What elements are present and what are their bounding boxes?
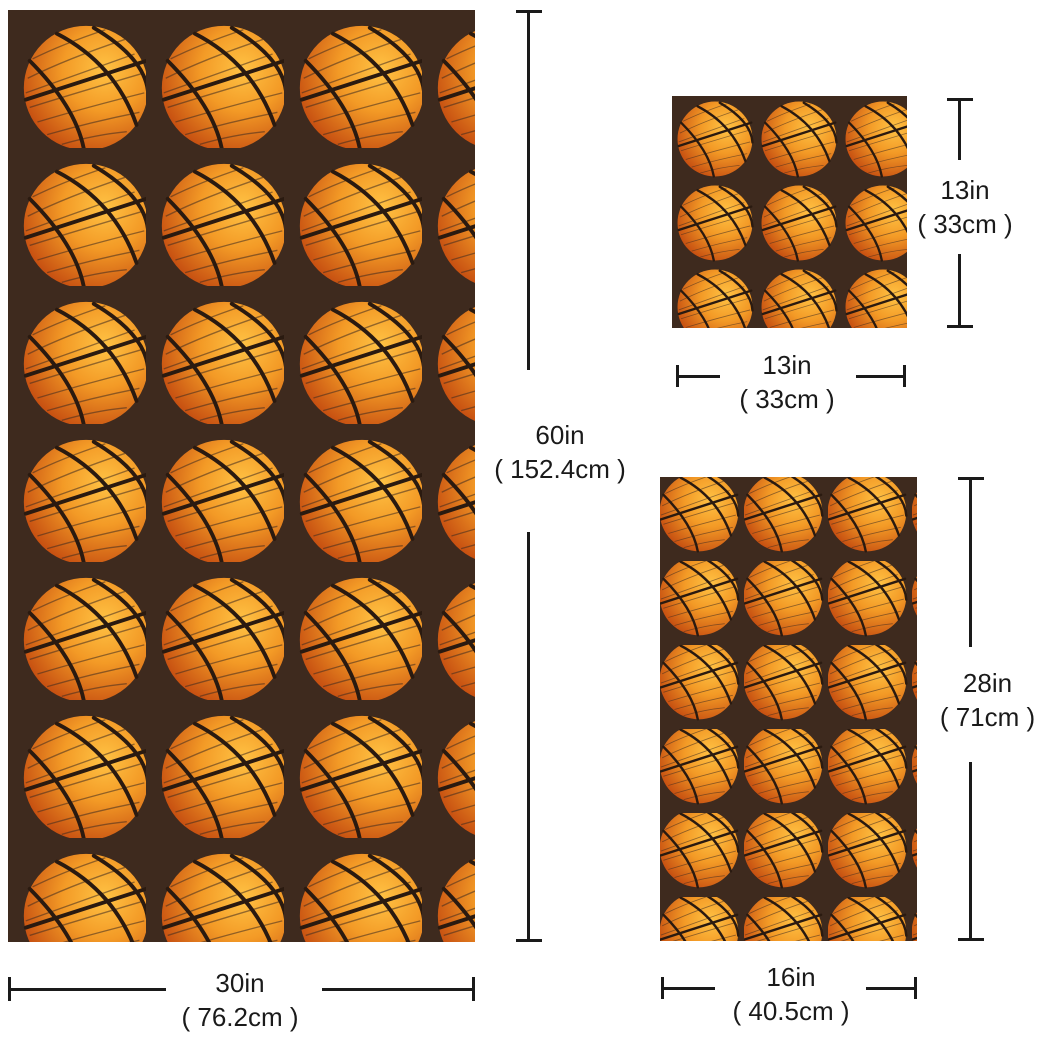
bath-towel-height-cm: ( 152.4cm )	[494, 454, 626, 484]
bath-towel-width-in: 30in	[215, 968, 265, 998]
bath-towel-height-cap-bottom	[516, 939, 542, 942]
bath-towel-height-line-bottom	[527, 532, 530, 942]
hand-towel-height-line-top	[969, 477, 972, 647]
hand-towel-height-line-bottom	[969, 762, 972, 941]
hand-towel-height-label: 28in ( 71cm )	[925, 666, 1050, 734]
washcloth-width-line-left	[676, 375, 720, 378]
hand-towel-height-cm: ( 71cm )	[939, 702, 1036, 732]
bath-towel-width-label: 30in ( 76.2cm )	[160, 966, 320, 1034]
hand-towel-width-in: 16in	[766, 962, 816, 992]
hand-towel-width-line-left	[661, 987, 715, 990]
washcloth-height-cap-bottom	[947, 325, 973, 328]
bath-towel-width-line-left	[8, 988, 166, 991]
bath-towel-height-line-top	[527, 10, 530, 370]
washcloth-width-line-right	[856, 375, 906, 378]
hand-towel-height-in: 28in	[962, 668, 1013, 698]
bath-towel-height-in: 60in	[535, 420, 585, 450]
hand-towel-image	[660, 477, 917, 941]
basketball-pattern	[660, 477, 917, 941]
hand-towel-width-label: 16in ( 40.5cm )	[716, 960, 866, 1028]
washcloth-width-cap-right	[903, 365, 906, 387]
basketball-pattern	[672, 96, 907, 328]
basketball-pattern	[8, 10, 475, 942]
washcloth-width-in: 13in	[762, 350, 812, 380]
washcloth-width-cm: ( 33cm )	[739, 384, 835, 414]
washcloth-image	[672, 96, 907, 328]
hand-towel-height-cap-bottom	[958, 938, 984, 941]
washcloth-height-cm: ( 33cm )	[917, 209, 1013, 239]
washcloth-height-in: 13in	[940, 175, 990, 205]
bath-towel-image	[8, 10, 475, 942]
washcloth-height-line-bottom	[958, 254, 961, 328]
washcloth-height-label: 13in ( 33cm )	[900, 173, 1030, 241]
washcloth-height-line-top	[958, 98, 961, 160]
hand-towel-width-cap-right	[914, 977, 917, 999]
washcloth-width-label: 13in ( 33cm )	[720, 348, 854, 416]
hand-towel-width-line-right	[866, 987, 917, 990]
bath-towel-height-label: 60in ( 152.4cm )	[470, 418, 650, 486]
bath-towel-width-line-right	[322, 988, 475, 991]
hand-towel-width-cm: ( 40.5cm )	[732, 996, 850, 1026]
bath-towel-width-cap-right	[472, 977, 475, 1001]
bath-towel-width-cm: ( 76.2cm )	[181, 1002, 299, 1032]
